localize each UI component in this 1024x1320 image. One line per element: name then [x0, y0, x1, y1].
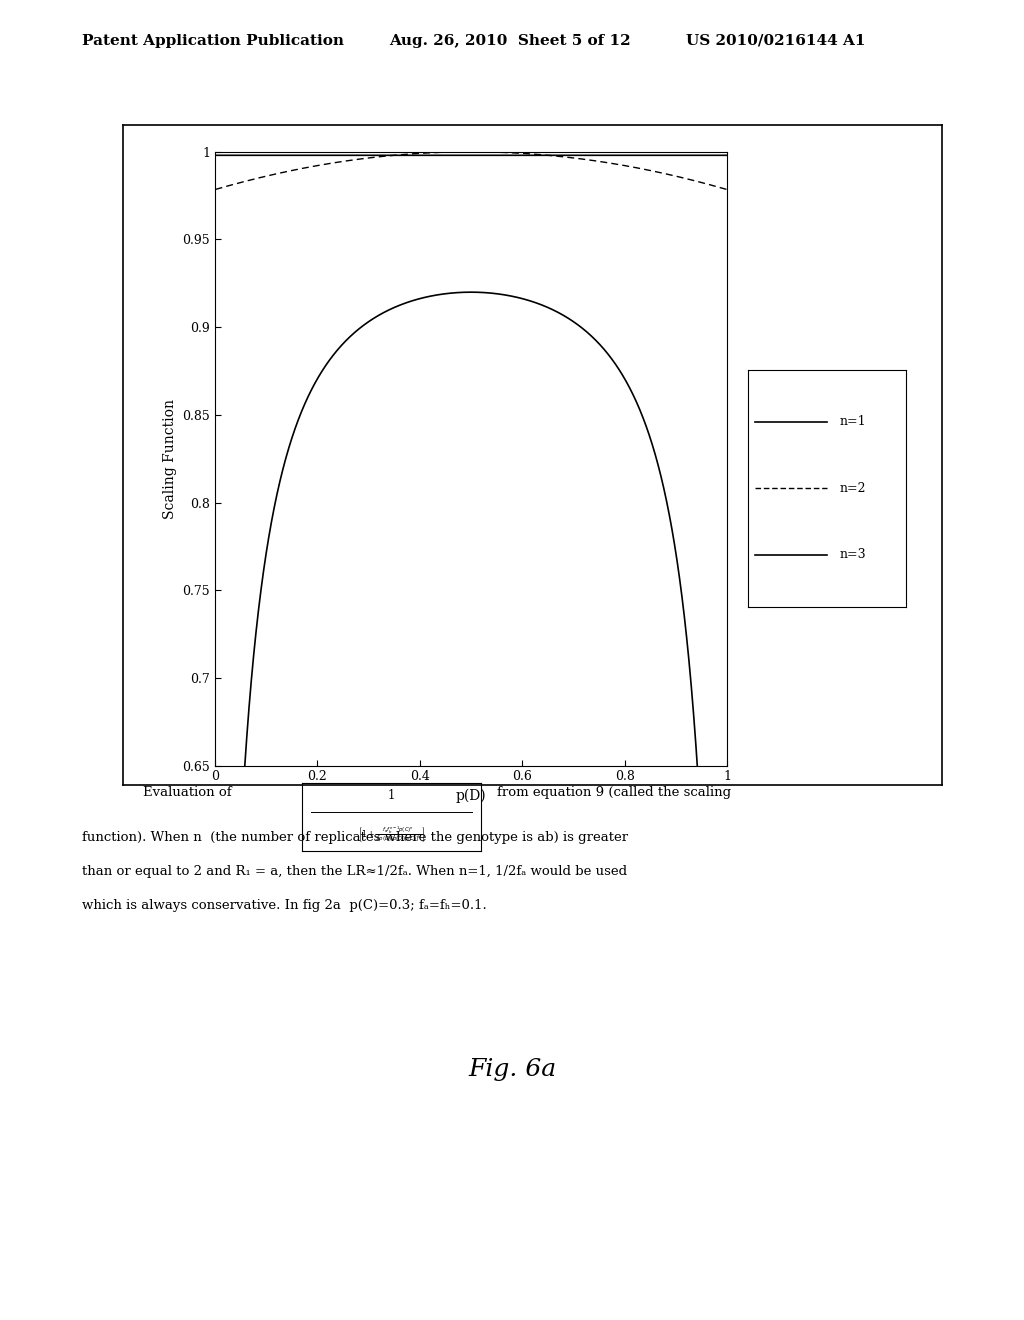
Y-axis label: Scaling Function: Scaling Function	[163, 399, 177, 519]
Text: from equation 9 (called the scaling: from equation 9 (called the scaling	[497, 785, 731, 799]
Text: which is always conservative. In fig 2a  p(C)=0.3; fₐ=fₕ=0.1.: which is always conservative. In fig 2a …	[82, 899, 486, 912]
Text: n=1: n=1	[840, 416, 866, 429]
Text: $\left[1+\frac{f_a f_b^{n-1}p(C)^n}{2p(D)[p(D)p(C)]^n}\right]$: $\left[1+\frac{f_a f_b^{n-1}p(C)^n}{2p(D…	[358, 825, 425, 843]
Text: US 2010/0216144 A1: US 2010/0216144 A1	[686, 34, 865, 48]
Text: 1: 1	[388, 788, 395, 801]
Text: than or equal to 2 and R₁ = a, then the LR≈1/2fₐ. When n=1, 1/2fₐ would be used: than or equal to 2 and R₁ = a, then the …	[82, 865, 627, 878]
X-axis label: p(D): p(D)	[456, 789, 486, 804]
Text: n=3: n=3	[840, 548, 866, 561]
Text: Aug. 26, 2010  Sheet 5 of 12: Aug. 26, 2010 Sheet 5 of 12	[389, 34, 631, 48]
Text: Patent Application Publication: Patent Application Publication	[82, 34, 344, 48]
Text: Fig. 6a: Fig. 6a	[468, 1057, 556, 1081]
Text: n=2: n=2	[840, 482, 866, 495]
Text: function). When n  (the number of replicates where the genotype is ab) is greate: function). When n (the number of replica…	[82, 830, 628, 843]
Text: Evaluation of: Evaluation of	[143, 785, 232, 799]
